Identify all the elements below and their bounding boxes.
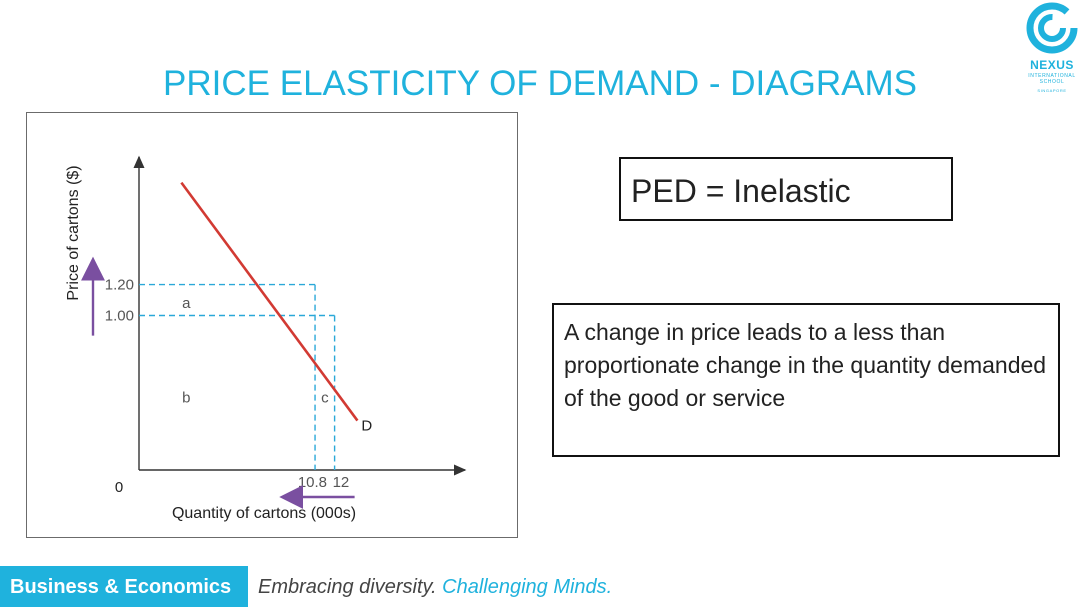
logo-ring-outer [1026, 2, 1078, 54]
area-label-a: a [182, 295, 191, 312]
footer-subject-tag: Business & Economics [0, 566, 248, 607]
footer-motto-part1: Embracing diversity. [258, 576, 437, 598]
logo-name: NEXUS [1030, 58, 1074, 72]
logo-line3: SINGAPORE [1037, 88, 1067, 93]
demand-curve [180, 181, 359, 422]
demand-curve-label: D [361, 418, 372, 435]
x-axis-title: Quantity of cartons (000s) [172, 505, 356, 522]
definition-text: A change in price leads to a less than p… [564, 319, 1047, 411]
origin-label: 0 [115, 479, 123, 496]
definition-box: A change in price leads to a less than p… [552, 303, 1060, 457]
ped-diagram: D 1.20 1.00 10.8 12 0 a b c Quantity of cartons (… [26, 112, 518, 538]
ped-label: PED = Inelastic [631, 173, 851, 209]
footer-motto: Embracing diversity. Challenging Minds. [258, 576, 612, 599]
area-label-c: c [321, 389, 329, 406]
y-tick-label-2: 1.00 [105, 308, 134, 325]
footer-motto-part2: Challenging Minds. [442, 576, 613, 598]
slide-title: PRICE ELASTICITY OF DEMAND - DIAGRAMS [163, 64, 917, 103]
y-axis-title: Price of cartons ($) [65, 165, 82, 300]
school-logo: NEXUS INTERNATIONAL SCHOOL SINGAPORE [1024, 2, 1080, 96]
demand-chart: D 1.20 1.00 10.8 12 0 a b c Quantity of cartons (… [65, 155, 467, 522]
logo-line1: INTERNATIONAL [1028, 73, 1076, 79]
x-tick-label-1: 10.8 [298, 474, 327, 491]
footer-subject-label: Business & Economics [10, 576, 232, 598]
logo-subtitle: INTERNATIONAL SCHOOL [1024, 73, 1080, 85]
logo-swirl-icon [1026, 2, 1078, 54]
logo-ring-inner [1038, 14, 1066, 42]
ped-label-box: PED = Inelastic [619, 157, 953, 221]
x-tick-label-2: 12 [333, 474, 350, 491]
area-label-b: b [182, 389, 190, 406]
y-tick-label-1: 1.20 [105, 277, 134, 294]
logo-line2: SCHOOL [1039, 79, 1065, 85]
